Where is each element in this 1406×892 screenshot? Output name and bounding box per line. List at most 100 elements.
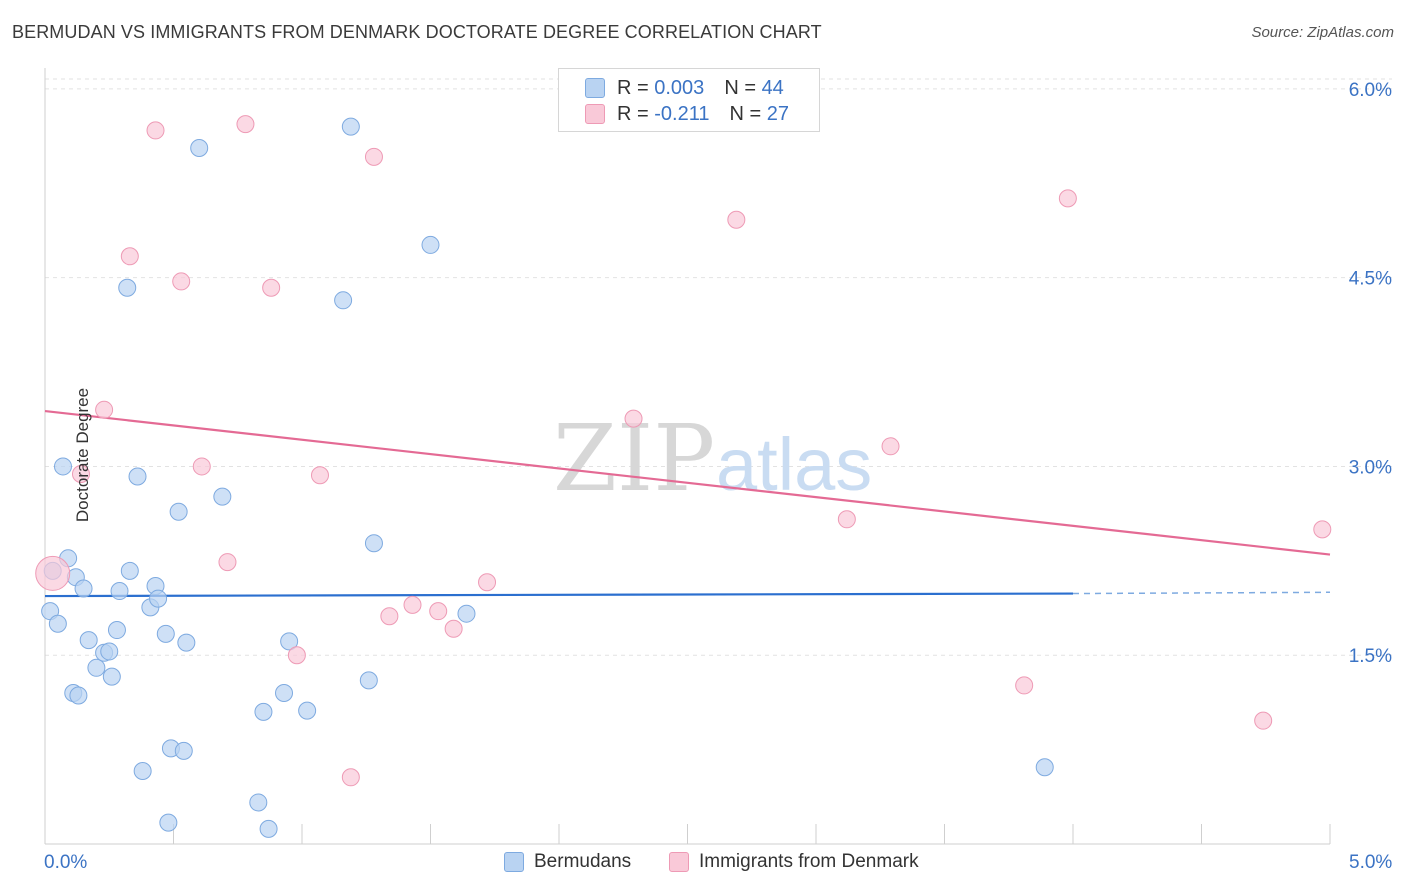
point-bermudans — [100, 642, 119, 661]
point-bermudans — [421, 235, 440, 254]
point-bermudans — [174, 741, 193, 760]
point-denmark — [236, 115, 255, 134]
point-denmark — [120, 247, 139, 266]
trend-line-bermudans — [44, 592, 1074, 598]
point-bermudans — [280, 632, 299, 651]
point-denmark — [727, 210, 746, 229]
point-bermudans — [102, 667, 121, 686]
point-bermudans — [213, 487, 232, 506]
point-denmark — [1015, 676, 1034, 695]
point-bermudans — [133, 762, 152, 781]
point-bermudans — [69, 686, 88, 705]
point-bermudans — [298, 701, 317, 720]
y-tick-label: 6.0% — [1349, 80, 1392, 101]
trend-lines — [44, 409, 1331, 598]
point-denmark — [429, 602, 448, 621]
point-bermudans — [457, 604, 476, 623]
point-bermudans — [87, 658, 106, 677]
trend-line-denmark — [44, 409, 1331, 556]
point-denmark — [380, 607, 399, 626]
point-denmark — [1313, 520, 1332, 539]
point-bermudans — [48, 614, 67, 633]
point-bermudans — [177, 633, 196, 652]
point-bermudans — [107, 621, 126, 640]
legend-row-denmark: R = -0.211 N = 27 — [585, 103, 789, 125]
legend-r-value: 0.003 — [654, 76, 705, 99]
point-bermudans — [334, 291, 353, 310]
point-denmark — [35, 555, 71, 591]
legend-swatch-pink — [585, 104, 605, 124]
legend-n-value: 44 — [761, 76, 784, 99]
point-denmark — [287, 646, 306, 665]
point-bermudans — [149, 589, 168, 608]
data-points — [35, 115, 1332, 838]
point-bermudans — [169, 502, 188, 521]
point-bermudans — [254, 702, 273, 721]
watermark: ZIP atlas — [553, 405, 872, 512]
x-tick-label-max: 5.0% — [1349, 852, 1393, 873]
point-denmark — [172, 272, 191, 291]
series-swatch-pink — [669, 852, 689, 872]
trend-extension-bermudans — [1072, 591, 1331, 595]
axes — [44, 68, 1331, 845]
point-denmark — [262, 278, 281, 297]
y-tick-labels: 1.5% 3.0% 4.5% 6.0% — [1349, 80, 1392, 667]
legend-r-label: R = — [617, 102, 649, 125]
point-denmark — [310, 466, 329, 485]
correlation-legend: R = 0.003 N = 44 R = -0.211 N = 27 — [558, 68, 820, 132]
point-denmark — [403, 595, 422, 614]
point-denmark — [1254, 711, 1273, 730]
legend-n-label: N = — [729, 102, 762, 125]
legend-swatch-blue — [585, 78, 605, 98]
point-denmark — [837, 510, 856, 529]
point-denmark — [624, 409, 643, 428]
legend-r-label: R = — [617, 76, 649, 99]
point-bermudans — [1035, 758, 1054, 777]
point-denmark — [218, 553, 237, 572]
point-bermudans — [190, 139, 209, 158]
point-bermudans — [364, 534, 383, 553]
point-bermudans — [79, 631, 98, 650]
watermark-atlas: atlas — [716, 423, 872, 506]
point-bermudans — [128, 467, 147, 486]
point-denmark — [341, 768, 360, 787]
y-tick-label: 3.0% — [1349, 457, 1392, 478]
point-bermudans — [275, 683, 294, 702]
x-tick-label-min: 0.0% — [44, 852, 88, 873]
point-denmark — [95, 400, 114, 419]
point-denmark — [1058, 189, 1077, 208]
legend-row-bermudans: R = 0.003 N = 44 — [585, 77, 784, 99]
point-denmark — [478, 573, 497, 592]
y-tick-label: 1.5% — [1349, 646, 1392, 667]
point-bermudans — [120, 561, 139, 580]
point-bermudans — [359, 671, 378, 690]
legend-n-label: N = — [724, 76, 756, 99]
point-bermudans — [159, 813, 178, 832]
series-legend-label: Immigrants from Denmark — [699, 851, 919, 872]
series-legend-denmark: Immigrants from Denmark — [669, 851, 919, 873]
point-denmark — [146, 121, 165, 140]
point-bermudans — [110, 582, 129, 601]
series-swatch-blue — [504, 852, 524, 872]
point-denmark — [444, 619, 463, 638]
point-bermudans — [156, 624, 175, 643]
y-tick-label: 4.5% — [1349, 269, 1392, 290]
point-denmark — [71, 464, 90, 483]
legend-r-value: -0.211 — [654, 102, 710, 125]
point-bermudans — [53, 457, 72, 476]
source-credit: Source: ZipAtlas.com — [1251, 24, 1394, 41]
y-axis-label: Doctorate Degree — [73, 387, 93, 523]
point-denmark — [192, 457, 211, 476]
point-bermudans — [249, 793, 268, 812]
point-denmark — [364, 147, 383, 166]
point-bermudans — [259, 819, 278, 838]
point-denmark — [881, 437, 900, 456]
legend-n-value: 27 — [766, 102, 789, 125]
point-bermudans — [74, 579, 93, 598]
point-bermudans — [118, 278, 137, 297]
series-legend-label: Bermudans — [534, 851, 632, 872]
chart-title: BERMUDAN VS IMMIGRANTS FROM DENMARK DOCT… — [12, 22, 822, 42]
point-bermudans — [341, 117, 360, 136]
series-legend-bermudans: Bermudans — [504, 851, 631, 873]
